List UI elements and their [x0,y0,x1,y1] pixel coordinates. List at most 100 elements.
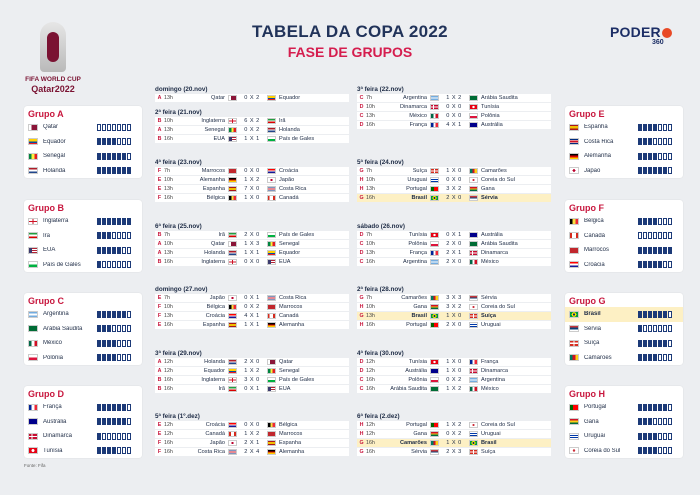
match-score: 4 X 1 [446,122,462,128]
match-group: C [359,377,364,383]
poder-dot-icon [661,28,672,38]
match-score: 0 X 2 [244,95,260,101]
progress-segment [122,261,126,269]
srb-flag-icon [469,195,478,201]
group-title: Grupo C [28,296,64,306]
progress-segment [97,403,101,411]
match-score: 1 X 1 [244,322,260,328]
match-group: H [359,304,364,310]
progress-segment [112,325,116,333]
pol-flag-icon [430,377,439,383]
group-card: Grupo C Argentina Arábia Saudita México Polô… [24,293,142,365]
home-team: Portugal [406,186,427,192]
match-group: A [157,359,162,365]
progress-segment [653,447,657,455]
home-team: Uruguai [407,177,427,183]
progress-segment [102,447,106,455]
progress-segment [122,232,126,240]
progress-segment [112,310,116,318]
progress-segment [638,246,642,254]
group-card: Grupo H Portugal Gana Uruguai Coreia do Sul [565,386,683,458]
match-group: E [157,295,162,301]
match-group: G [359,168,364,174]
match-group: F [157,313,162,319]
eng-flag-icon [228,118,237,124]
match-time: 10h [164,177,173,183]
match-score: 1 X 0 [446,359,462,365]
progress-bar [638,403,672,411]
group-title: Grupo A [28,109,64,119]
team-name: Equador [43,138,66,145]
cmr-flag-icon [430,440,439,446]
group-team-row: Holanda [24,164,142,179]
progress-segment [653,232,657,240]
progress-segment [658,447,662,455]
esp-flag-icon [228,322,237,328]
home-team: Brasil [411,195,427,201]
srb-flag-icon [469,295,478,301]
sen-flag-icon [28,152,38,160]
group-card: Grupo D França Austrália Dinamarca Tunísia [24,386,142,458]
match-time: 10h [366,177,375,183]
poder-word: PODER [610,24,661,40]
group-team-row: Croácia [565,258,683,273]
sui-flag-icon [569,339,579,347]
match-row: E 12h Croácia 0 X 0 Bélgica [155,421,349,430]
progress-segment [638,418,642,426]
match-time: 7h [366,295,372,301]
progress-segment [97,123,101,131]
match-score: 2 X 1 [244,440,260,446]
home-team: Tunísia [408,232,427,238]
match-row: F 7h Marrocos 0 X 0 Croácia [155,167,349,176]
progress-segment [122,418,126,426]
esp-flag-icon [228,186,237,192]
progress-segment [668,418,672,426]
progress-segment [107,432,111,440]
match-day: 3ª feira (29.nov) A 12h Holanda 2 X 0 Qatar A 1… [155,349,349,394]
bra-flag-icon [430,195,439,201]
ksa-flag-icon [469,95,478,101]
home-team: Camarões [399,440,427,446]
progress-segment [658,167,662,175]
crc-flag-icon [267,186,276,192]
team-name: Argentina [43,311,69,318]
progress-segment [643,138,647,146]
home-team: Espanha [202,322,225,328]
cmr-flag-icon [469,168,478,174]
progress-segment [122,403,126,411]
uru-flag-icon [569,432,579,440]
home-team: Canadá [205,431,225,437]
home-team: Portugal [406,422,427,428]
gha-flag-icon [469,186,478,192]
away-team: Dinamarca [481,250,509,256]
progress-segment [117,232,121,240]
pol-flag-icon [469,113,478,119]
arg-flag-icon [430,95,439,101]
match-score: 1 X 0 [446,168,462,174]
away-team: Uruguai [481,322,501,328]
home-team: Equador [203,368,225,374]
match-group: H [359,322,364,328]
home-team: Austrália [405,368,427,374]
match-time: 16h [366,259,375,265]
ned-flag-icon [267,127,276,133]
fra-flag-icon [469,359,478,365]
progress-segment [668,246,672,254]
cro-flag-icon [228,422,237,428]
match-score: 0 X 0 [244,422,260,428]
match-score: 0 X 0 [446,177,462,183]
group-team-row: Suíça [565,336,683,351]
can-flag-icon [267,195,276,201]
bra-flag-icon [469,440,478,446]
match-time: 13h [366,186,375,192]
kor-flag-icon [569,447,579,455]
match-time: 13h [366,313,375,319]
match-time: 7h [366,95,372,101]
progress-segment [658,123,662,131]
progress-segment [648,261,652,269]
progress-segment [643,232,647,240]
group-team-row: Gana [565,415,683,430]
progress-bar [638,418,672,426]
match-score: 0 X 0 [244,168,260,174]
ksa-flag-icon [469,241,478,247]
